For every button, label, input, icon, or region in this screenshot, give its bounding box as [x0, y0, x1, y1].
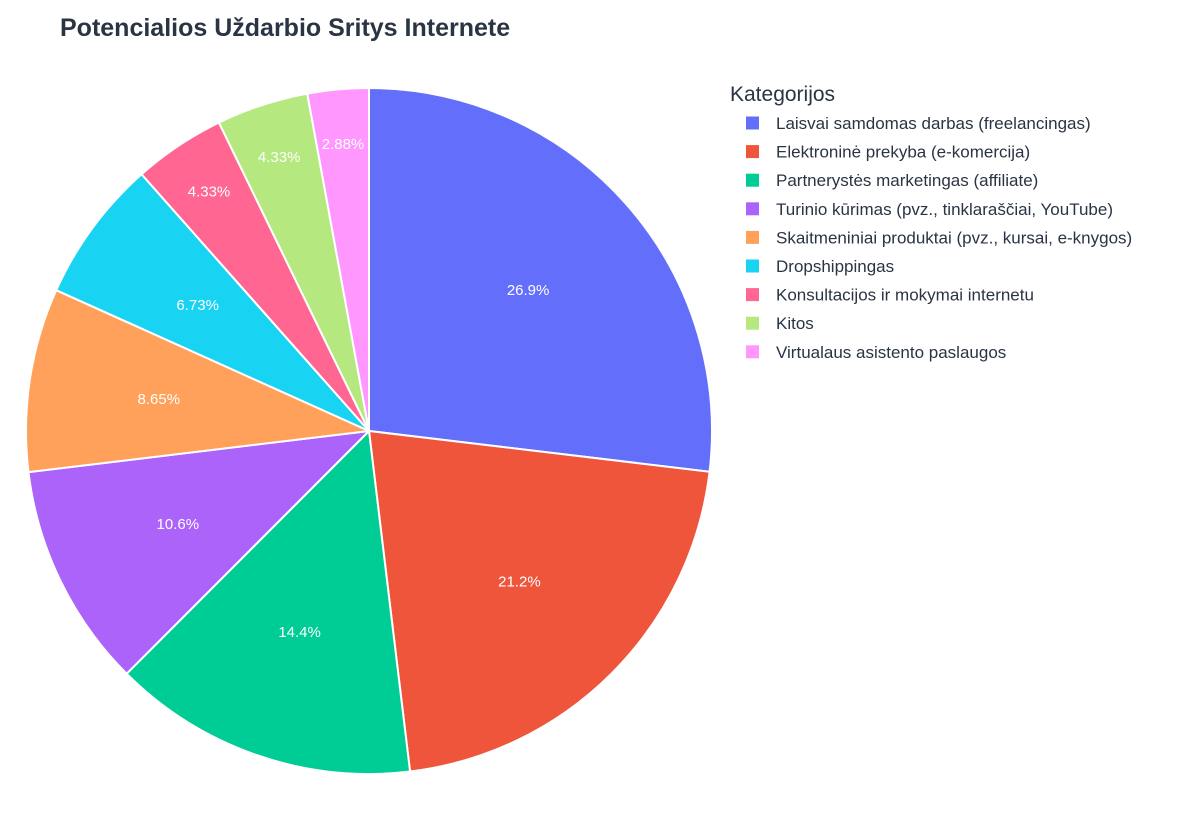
pie-slice[interactable]	[125, 430, 412, 775]
slice-label: 8.65%	[138, 391, 181, 408]
legend-swatch	[746, 173, 759, 187]
legend-swatch	[746, 202, 759, 216]
slice-label: 6.73%	[176, 297, 219, 314]
legend-item[interactable]: Konsultacijos ir mokymai internetu	[746, 286, 1034, 305]
legend-items: Laisvai samdomas darbas (freelancingas) E…	[746, 114, 1132, 362]
slice-label: 14.4%	[278, 624, 321, 641]
legend-label: Elektroninė prekyba (e-komercija)	[776, 143, 1030, 162]
slice-label: 4.33%	[188, 183, 231, 200]
slice-label: 10.6%	[157, 516, 200, 533]
legend-swatch	[746, 316, 759, 330]
legend-label: Virtualaus asistento paslaugos	[776, 343, 1006, 362]
pie-slice[interactable]	[25, 289, 370, 474]
legend-item[interactable]: Skaitmeniniai produktai (pvz., kursai, e…	[746, 228, 1132, 247]
legend-item[interactable]: Partnerystės marketingas (affiliate)	[746, 171, 1038, 190]
legend-swatch	[746, 345, 759, 359]
legend-swatch	[746, 116, 759, 130]
slice-label: 26.9%	[507, 282, 550, 299]
pie-slices	[25, 87, 713, 775]
legend-label: Skaitmeniniai produktai (pvz., kursai, e…	[776, 228, 1132, 247]
legend-label: Kitos	[776, 314, 814, 333]
legend-title: Kategorijos	[730, 83, 835, 106]
legend-swatch	[746, 145, 759, 159]
legend-label: Partnerystės marketingas (affiliate)	[776, 171, 1038, 190]
legend-item[interactable]: Kitos	[746, 314, 814, 333]
legend-label: Konsultacijos ir mokymai internetu	[776, 286, 1034, 305]
pie-slice[interactable]	[368, 430, 711, 773]
slice-label: 2.88%	[322, 136, 365, 153]
legend-item[interactable]: Dropshippingas	[746, 257, 894, 276]
legend-item[interactable]: Virtualaus asistento paslaugos	[746, 343, 1006, 362]
legend-label: Laisvai samdomas darbas (freelancingas)	[776, 114, 1091, 133]
legend-label: Dropshippingas	[776, 257, 894, 276]
legend-label: Turinio kūrimas (pvz., tinklaraščiai, Yo…	[776, 200, 1113, 219]
slice-labels: 26.9% 21.2% 14.4% 10.6% 8.65% 6.73% 4.33% 4.33%…	[138, 136, 550, 641]
legend-item[interactable]: Turinio kūrimas (pvz., tinklaraščiai, Yo…	[746, 200, 1113, 219]
slice-label: 21.2%	[498, 573, 541, 590]
pie-slice[interactable]	[368, 87, 713, 473]
legend-item[interactable]: Laisvai samdomas darbas (freelancingas)	[746, 114, 1091, 133]
legend-swatch	[746, 230, 759, 244]
chart-title: Potencialios Uždarbio Sritys Internete	[60, 14, 510, 42]
pie-slice[interactable]	[55, 173, 370, 432]
pie-slice[interactable]	[27, 430, 370, 675]
legend-item[interactable]: Elektroninė prekyba (e-komercija)	[746, 143, 1030, 162]
legend-swatch	[746, 288, 759, 302]
slice-label: 4.33%	[258, 149, 301, 166]
legend-swatch	[746, 259, 759, 273]
pie-slice[interactable]	[306, 87, 370, 432]
legend: Kategorijos Laisvai samdomas darbas (fre…	[730, 83, 1132, 362]
